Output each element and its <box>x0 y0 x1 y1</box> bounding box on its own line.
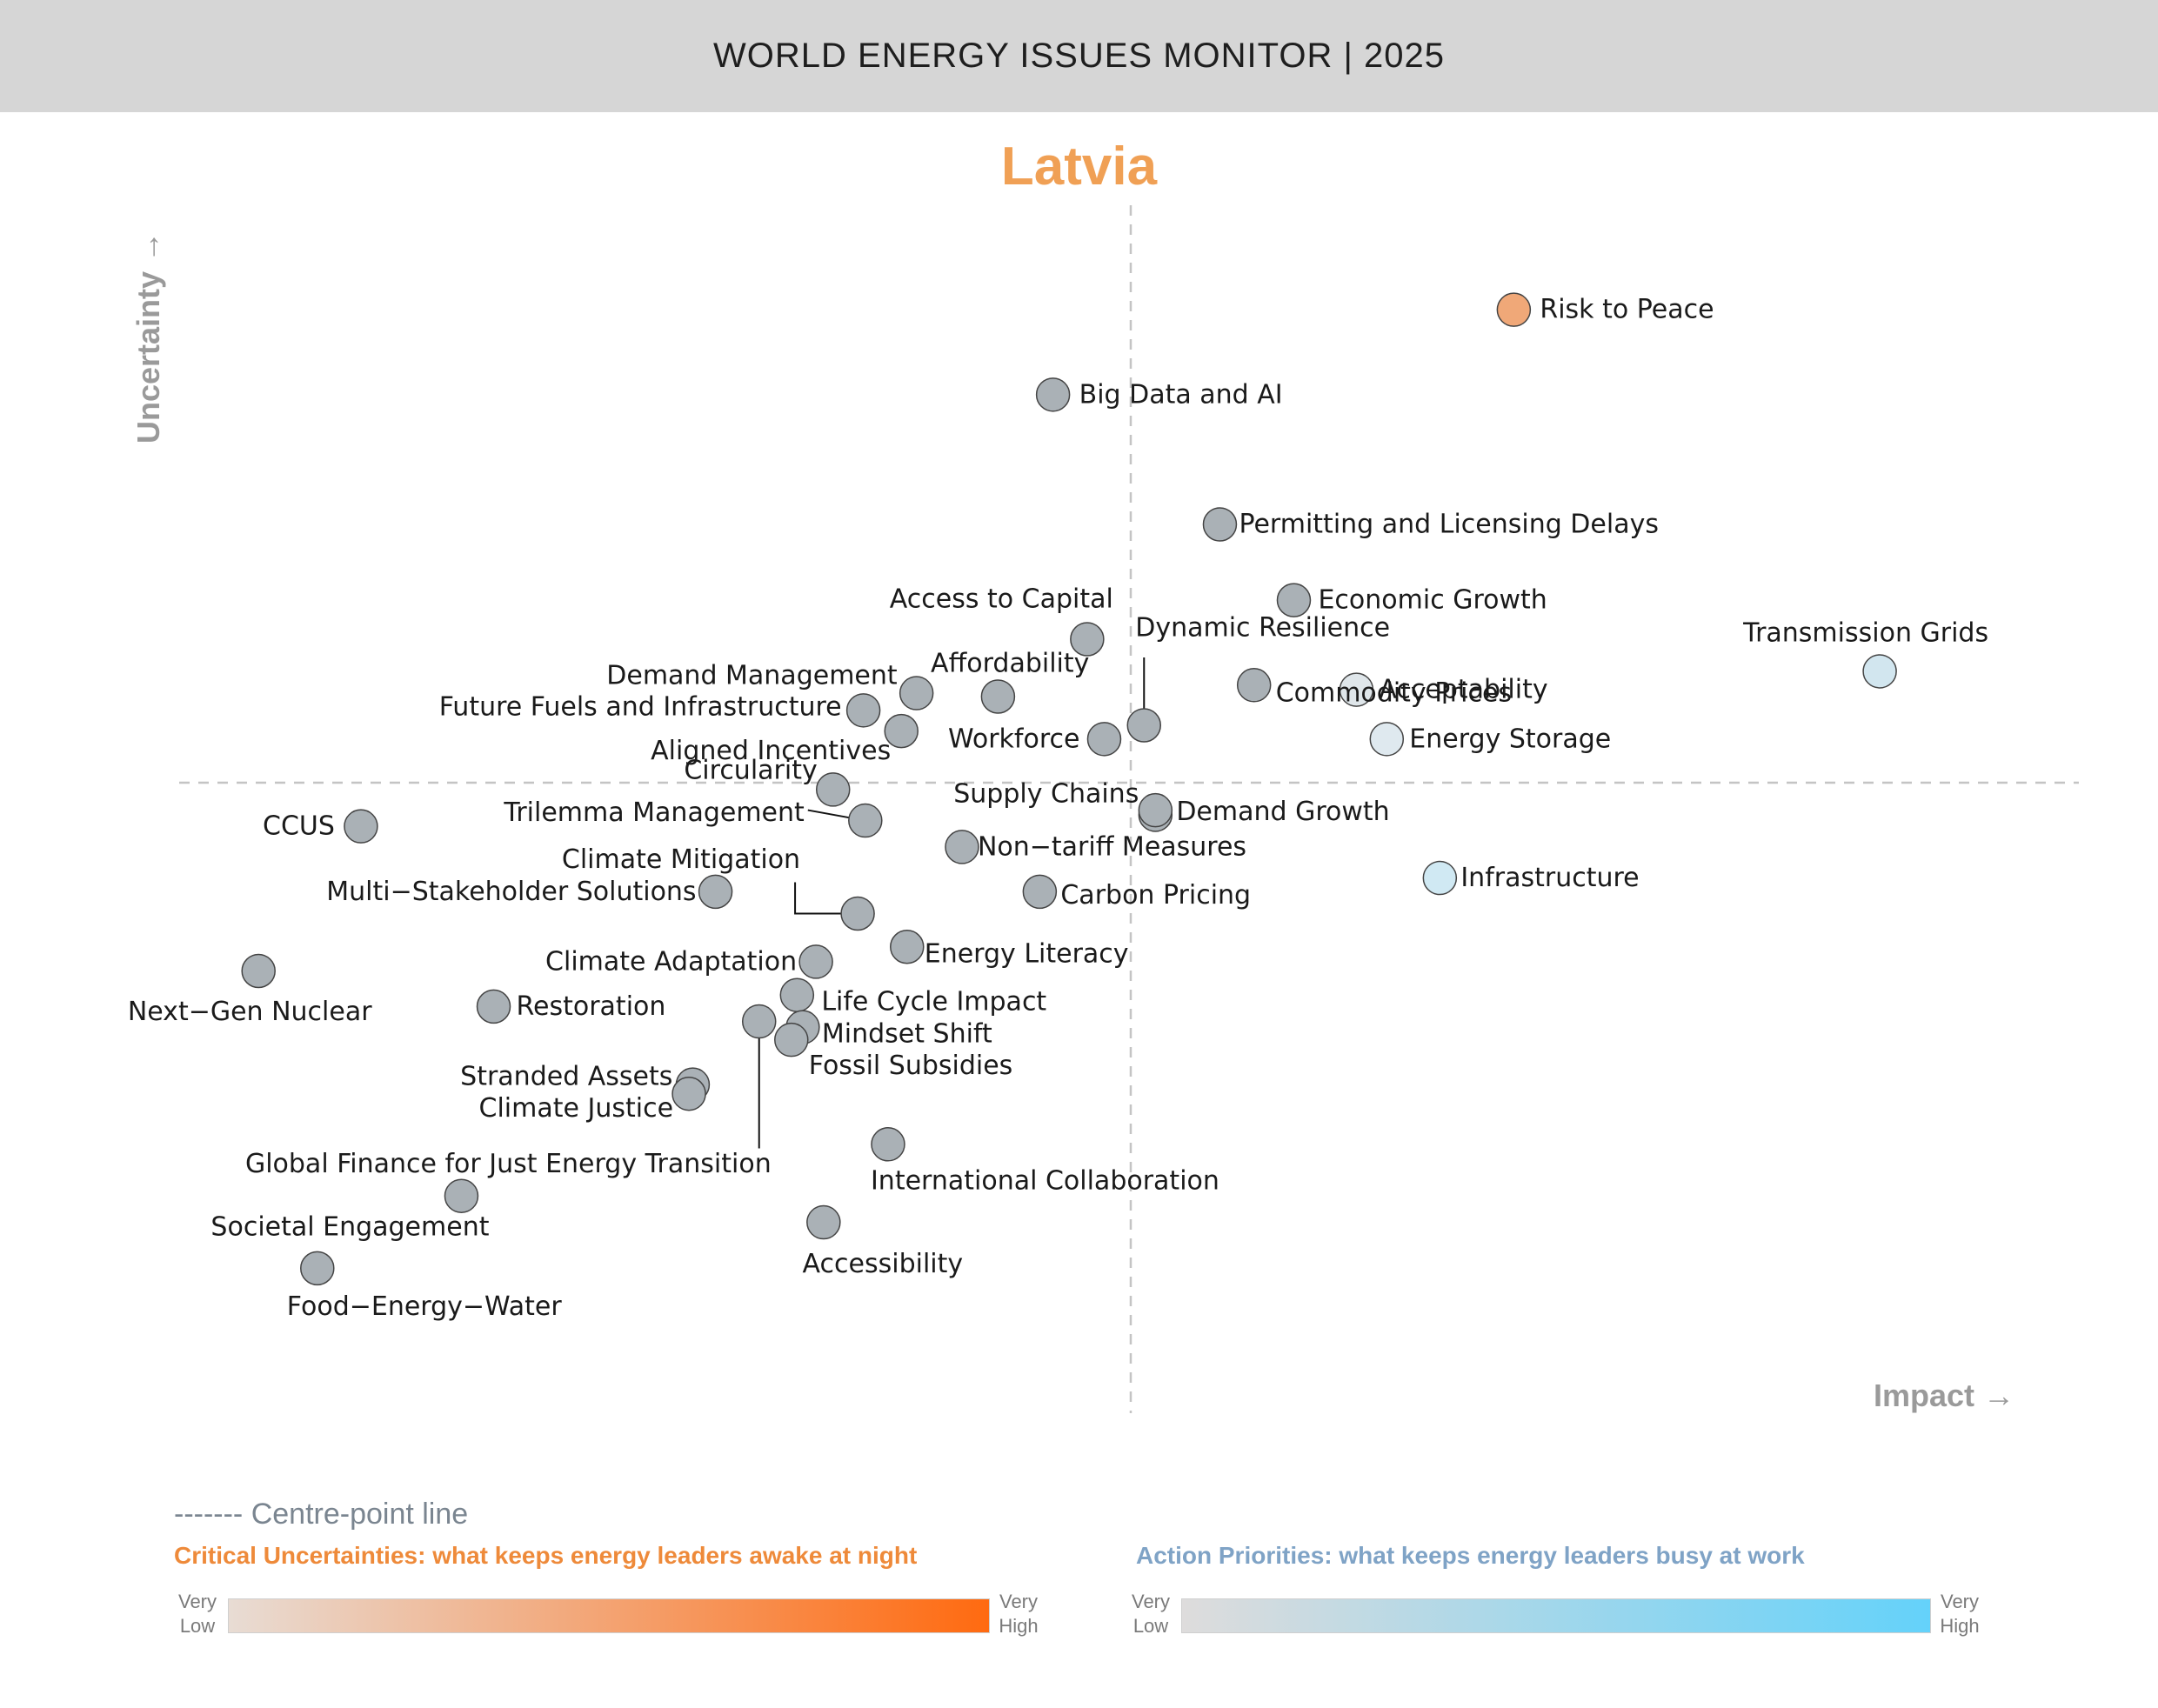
label-food-energy-water: Food−Energy−Water <box>287 1291 563 1322</box>
point-circularity <box>815 772 851 807</box>
label-energy-storage: Energy Storage <box>1409 724 1611 754</box>
point-accessibility <box>806 1204 841 1240</box>
point-food-energy-water <box>300 1251 335 1286</box>
header-bar: WORLD ENERGY ISSUES MONITOR | 2025 <box>0 0 2158 112</box>
point-global-finance-for-just-energy-transition <box>741 1004 777 1039</box>
label-next-gen-nuclear: Next−Gen Nuclear <box>128 997 372 1027</box>
label-risk-to-peace: Risk to Peace <box>1540 295 1714 325</box>
label-future-fuels-and-infrastructure: Future Fuels and Infrastructure <box>439 691 842 722</box>
label-mindset-shift: Mindset Shift <box>822 1019 992 1050</box>
label-permitting-and-licensing-delays: Permitting and Licensing Delays <box>1239 510 1659 540</box>
header-title: WORLD ENERGY ISSUES MONITOR | 2025 <box>713 37 1445 75</box>
point-affordability <box>980 679 1016 714</box>
point-economic-growth <box>1276 583 1312 617</box>
point-permitting-and-licensing-delays <box>1202 507 1238 542</box>
point-international-collaboration <box>871 1127 905 1162</box>
label-supply-chains: Supply Chains <box>953 778 1139 809</box>
action-low-label: Very Low <box>1131 1591 1171 1637</box>
label-global-finance-for-just-energy-transition: Global Finance for Just Energy Transitio… <box>245 1149 772 1179</box>
label-demand-management: Demand Management <box>606 661 898 691</box>
label-climate-adaptation: Climate Adaptation <box>545 946 797 977</box>
label-climate-justice: Climate Justice <box>479 1093 674 1124</box>
action-priorities-title: Action Priorities: what keeps energy lea… <box>1136 1542 1805 1569</box>
labels-layer: Risk to Peace Big Data and AI Permitting a… <box>128 295 1988 1322</box>
label-dynamic-resilience: Dynamic Resilience <box>1135 613 1390 644</box>
country-title: Latvia <box>1000 137 1158 197</box>
label-life-cycle-impact: Life Cycle Impact <box>821 987 1046 1017</box>
label-restoration: Restoration <box>517 991 666 1022</box>
critical-uncertainties-title: Critical Uncertainties: what keeps energ… <box>174 1542 918 1569</box>
label-climate-mitigation: Climate Mitigation <box>562 844 800 875</box>
label-energy-literacy: Energy Literacy <box>925 938 1129 969</box>
label-carbon-pricing: Carbon Pricing <box>1060 880 1251 911</box>
point-acceptability <box>1339 672 1374 707</box>
point-life-cycle-impact <box>779 977 815 1012</box>
critical-uncertainty-gradient <box>228 1598 990 1633</box>
label-transmission-grids: Transmission Grids <box>1742 617 1988 648</box>
leader-climate-mitigation <box>794 882 859 915</box>
point-big-data-and-ai <box>1035 377 1071 412</box>
label-economic-growth: Economic Growth <box>1318 585 1547 616</box>
point-climate-adaptation <box>798 944 833 979</box>
point-transmission-grids <box>1862 654 1897 689</box>
point-workforce <box>1086 722 1122 757</box>
label-societal-engagement: Societal Engagement <box>210 1212 489 1243</box>
label-ccus: CCUS <box>263 811 335 842</box>
point-energy-literacy <box>890 930 925 964</box>
point-demand-growth <box>1138 792 1173 828</box>
critical-low-label: Very Low <box>177 1591 217 1637</box>
point-future-fuels-and-infrastructure <box>845 693 881 728</box>
label-commodity-prices: Commodity Prices <box>1276 677 1512 708</box>
point-fossil-subsidies <box>774 1022 809 1057</box>
point-infrastructure <box>1422 860 1458 896</box>
label-affordability: Affordability <box>931 649 1089 679</box>
critical-high-label: Very High <box>999 1591 1039 1637</box>
centre-line-legend: ------- Centre-point line <box>174 1498 469 1531</box>
point-climate-justice <box>671 1076 706 1111</box>
label-demand-growth: Demand Growth <box>1176 797 1389 827</box>
point-aligned-incentives <box>884 713 919 749</box>
label-international-collaboration: International Collaboration <box>871 1165 1219 1196</box>
label-big-data-and-ai: Big Data and AI <box>1079 379 1283 410</box>
label-infrastructure: Infrastructure <box>1460 863 1639 893</box>
point-next-gen-nuclear <box>241 953 276 989</box>
point-non-tariff-measures <box>945 830 979 864</box>
label-stranded-assets: Stranded Assets <box>460 1062 672 1092</box>
label-workforce: Workforce <box>948 724 1080 754</box>
point-energy-storage <box>1369 722 1405 757</box>
label-trilemma-management: Trilemma Management <box>503 797 805 828</box>
action-high-label: Very High <box>1940 1591 1980 1637</box>
point-risk-to-peace <box>1496 292 1532 327</box>
label-non-tariff-measures: Non−tariff Measures <box>978 831 1246 862</box>
label-access-to-capital: Access to Capital <box>890 584 1113 615</box>
point-societal-engagement <box>444 1178 479 1213</box>
x-axis-label: Impact → <box>1874 1378 2014 1413</box>
point-multi-stakeholder-solutions <box>698 874 733 910</box>
point-trilemma-management <box>848 803 883 838</box>
label-accessibility: Accessibility <box>803 1249 964 1279</box>
label-fossil-subsidies: Fossil Subsidies <box>809 1051 1013 1081</box>
y-axis-label: Uncertainty → <box>130 231 166 444</box>
point-restoration <box>476 989 511 1024</box>
label-acceptability: Acceptability <box>1379 675 1547 705</box>
point-demand-management <box>899 676 934 711</box>
action-priority-gradient <box>1181 1598 1931 1633</box>
axes-layer: Uncertainty → Impact → <box>130 205 2079 1413</box>
point-dynamic-resilience <box>1126 708 1162 743</box>
point-commodity-prices <box>1236 668 1272 703</box>
point-access-to-capital <box>1070 622 1105 657</box>
point-carbon-pricing <box>1022 874 1058 910</box>
points-layer <box>241 292 1897 1286</box>
label-multi-stakeholder-solutions: Multi−Stakeholder Solutions <box>326 877 696 907</box>
label-aligned-incentives: Aligned Incentives <box>651 736 891 766</box>
point-climate-mitigation <box>840 896 875 931</box>
point-ccus <box>344 809 378 844</box>
label-circularity: Circularity <box>684 755 817 785</box>
